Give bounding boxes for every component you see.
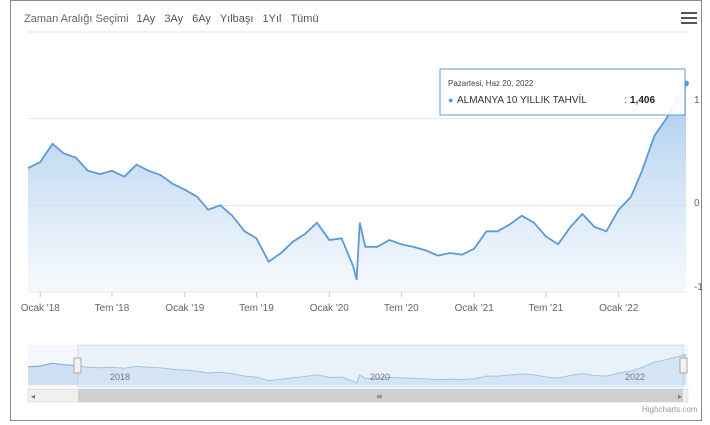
scrollbar-grip-icon: ≡ (376, 392, 383, 401)
navigator-area (28, 354, 686, 385)
series-area (28, 83, 686, 292)
tooltip: Pazartesi, Haz 20, 2022 ● ALMANYA 10 YIL… (439, 68, 686, 116)
x-tick-label: Ocak '20 (310, 303, 350, 314)
scrollbar-right-arrow-icon[interactable]: ▸ (678, 392, 682, 401)
scrollbar-thumb[interactable] (78, 389, 683, 402)
tooltip-series-label: ALMANYA 10 YILLIK TAHVİL (457, 93, 587, 106)
x-tick-label: Tem '21 (529, 303, 564, 314)
range-button-3m[interactable]: 3Ay (164, 13, 184, 25)
x-tick-label: Ocak '19 (165, 303, 205, 314)
x-tick-label: Tem '20 (384, 303, 419, 314)
navigator: 2018 2020 2022 (27, 344, 688, 388)
x-tick-label: Tem '19 (239, 303, 274, 314)
range-button-6m[interactable]: 6Ay (192, 13, 211, 25)
y-tick-label: 1 (694, 95, 700, 106)
x-tick-label: Tem '18 (95, 303, 130, 314)
scrollbar-left-arrow-icon[interactable]: ◂ (31, 392, 35, 401)
range-button-all[interactable]: Tümü (290, 13, 319, 25)
navigator-handle-right[interactable] (679, 357, 688, 374)
tooltip-series-marker: ● (448, 95, 453, 105)
y-tick-label: 0 (694, 198, 700, 209)
credit-link[interactable]: Highcharts.com (642, 405, 698, 414)
y-tick-label: -1 (694, 282, 703, 293)
range-button-1y[interactable]: 1Yıl (262, 13, 282, 25)
y-axis: 1 0 -1 (694, 95, 703, 293)
tooltip-box (439, 68, 686, 116)
menu-bar-top (681, 12, 697, 14)
scrollbar[interactable]: ≡ ◂ ▸ (27, 388, 689, 403)
tooltip-value: 1,406 (630, 95, 655, 106)
range-selector: Zaman Aralığı Seçimi 1Ay 3Ay 6Ay Yılbaşı… (24, 11, 328, 27)
navigator-line (27, 354, 687, 384)
x-tick-label: Ocak '22 (599, 303, 639, 314)
series-line (27, 83, 687, 281)
menu-bar-middle (681, 17, 697, 19)
navigator-label: 2022 (625, 372, 645, 382)
x-tick-label: Ocak '21 (455, 303, 495, 314)
tooltip-colon: : (624, 95, 627, 106)
range-button-1m[interactable]: 1Ay (136, 13, 156, 25)
menu-bar-bottom (681, 22, 697, 24)
x-tick-label: Ocak '18 (21, 303, 61, 314)
hamburger-menu-icon[interactable] (681, 12, 697, 26)
navigator-selected-range[interactable] (77, 344, 684, 388)
range-selector-label: Zaman Aralığı Seçimi (24, 13, 129, 25)
navigator-handle-left[interactable] (73, 357, 82, 374)
tooltip-date: Pazartesi, Haz 20, 2022 (448, 79, 534, 88)
navigator-label: 2020 (370, 372, 390, 382)
navigator-label: 2018 (110, 372, 130, 382)
range-button-ytd[interactable]: Yılbaşı (219, 13, 254, 25)
x-axis: Ocak '18 Tem '18 Ocak '19 Tem '19 Ocak '20 Te… (21, 292, 639, 314)
